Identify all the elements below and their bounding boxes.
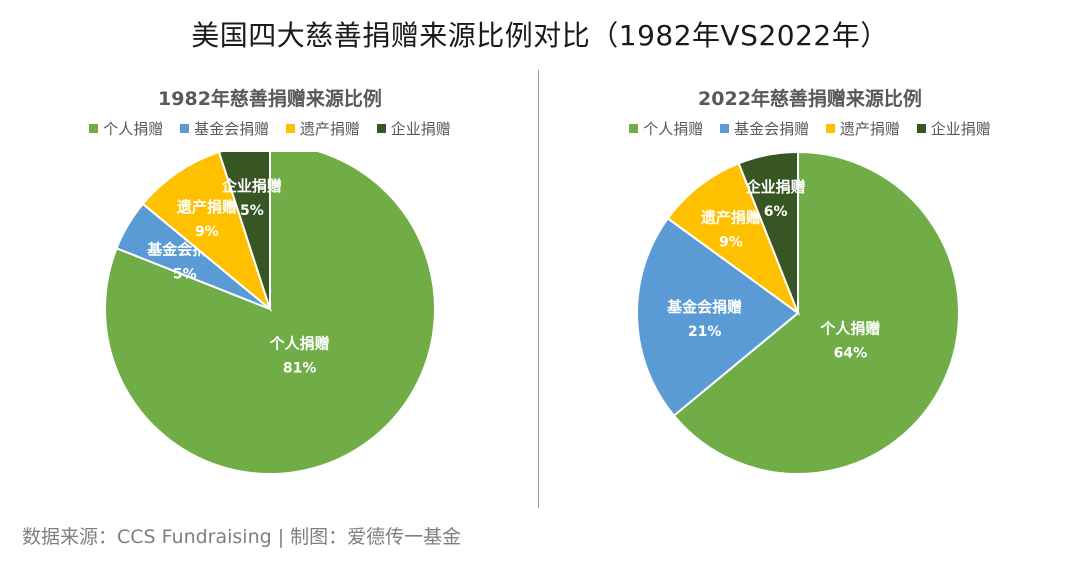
data-label-value: 5%	[240, 203, 264, 219]
legend-swatch-bequest	[285, 124, 295, 133]
data-label-category: 基金会捐赠	[666, 298, 742, 316]
page-title: 美国四大慈善捐赠来源比例对比（1982年VS2022年）	[191, 19, 889, 52]
legend-item-foundation: 基金会捐赠	[720, 118, 809, 139]
pie-slice-corporate	[737, 152, 799, 314]
legend-swatch-corporate	[376, 124, 386, 133]
chart-2022-panel: 2022年慈善捐赠来源比例 个人捐赠 基金会捐赠 遗产捐赠 企业捐赠 个人捐赠 6…	[540, 72, 1080, 512]
chart-title-1982: 1982年慈善捐赠来源比例	[158, 88, 382, 110]
pie-slice-corporate	[217, 152, 271, 310]
data-label-value: 6%	[764, 204, 788, 220]
legend-label: 企业捐赠	[390, 120, 451, 138]
legend-item-corporate: 企业捐赠	[916, 118, 991, 139]
data-label-value: 21%	[688, 324, 722, 340]
legend-swatch-individual	[89, 124, 99, 133]
data-label-category: 企业捐赠	[221, 177, 282, 195]
legend-item-foundation: 基金会捐赠	[180, 118, 269, 139]
legend-label: 企业捐赠	[930, 120, 991, 138]
pie-slice-bequest	[141, 152, 273, 312]
data-label-value: 9%	[719, 234, 743, 250]
legend-swatch-bequest	[825, 124, 835, 133]
legend-swatch-corporate	[916, 124, 926, 133]
pie-chart-2022: 个人捐赠 64% 基金会捐赠 21% 遗产捐赠 9% 企业捐赠 6%	[636, 152, 960, 475]
source-footer: 数据来源：CCS Fundraising | 制图：爱德传一基金	[22, 526, 462, 548]
legend-label: 基金会捐赠	[734, 120, 810, 138]
chart-title-2022: 2022年慈善捐赠来源比例	[698, 88, 922, 110]
data-label-category: 遗产捐赠	[700, 208, 761, 226]
data-label-value: 64%	[834, 346, 868, 362]
pie-slice-individual	[104, 152, 436, 475]
pie-slice-foundation	[636, 216, 800, 418]
data-label-category: 企业捐赠	[745, 178, 806, 196]
legend-label: 遗产捐赠	[839, 120, 900, 138]
pie-slice-bequest	[666, 162, 801, 316]
data-label-value: 5%	[173, 267, 197, 283]
legend-item-individual: 个人捐赠	[629, 118, 703, 139]
data-label-value: 9%	[195, 224, 219, 240]
legend-label: 基金会捐赠	[194, 120, 270, 138]
legend-1982: 个人捐赠 基金会捐赠 遗产捐赠 企业捐赠	[0, 118, 540, 139]
pie-slice-individual	[672, 152, 960, 475]
legend-item-corporate: 企业捐赠	[376, 118, 451, 139]
legend-2022: 个人捐赠 基金会捐赠 遗产捐赠 企业捐赠	[540, 118, 1080, 139]
legend-item-individual: 个人捐赠	[89, 118, 163, 139]
legend-swatch-individual	[629, 124, 639, 133]
legend-swatch-foundation	[180, 124, 190, 133]
data-label-category: 个人捐赠	[269, 335, 330, 353]
data-label-category: 遗产捐赠	[176, 198, 237, 216]
data-label-value: 81%	[283, 361, 317, 377]
legend-item-bequest: 遗产捐赠	[285, 118, 360, 139]
divider	[538, 70, 539, 508]
legend-item-bequest: 遗产捐赠	[825, 118, 900, 139]
legend-label: 个人捐赠	[103, 120, 164, 138]
legend-label: 个人捐赠	[643, 120, 704, 138]
legend-label: 遗产捐赠	[299, 120, 360, 138]
chart-1982-panel: 1982年慈善捐赠来源比例 个人捐赠 基金会捐赠 遗产捐赠 企业捐赠 个人捐赠 8…	[0, 72, 540, 512]
legend-swatch-foundation	[720, 124, 730, 133]
data-label-category: 个人捐赠	[819, 320, 880, 338]
